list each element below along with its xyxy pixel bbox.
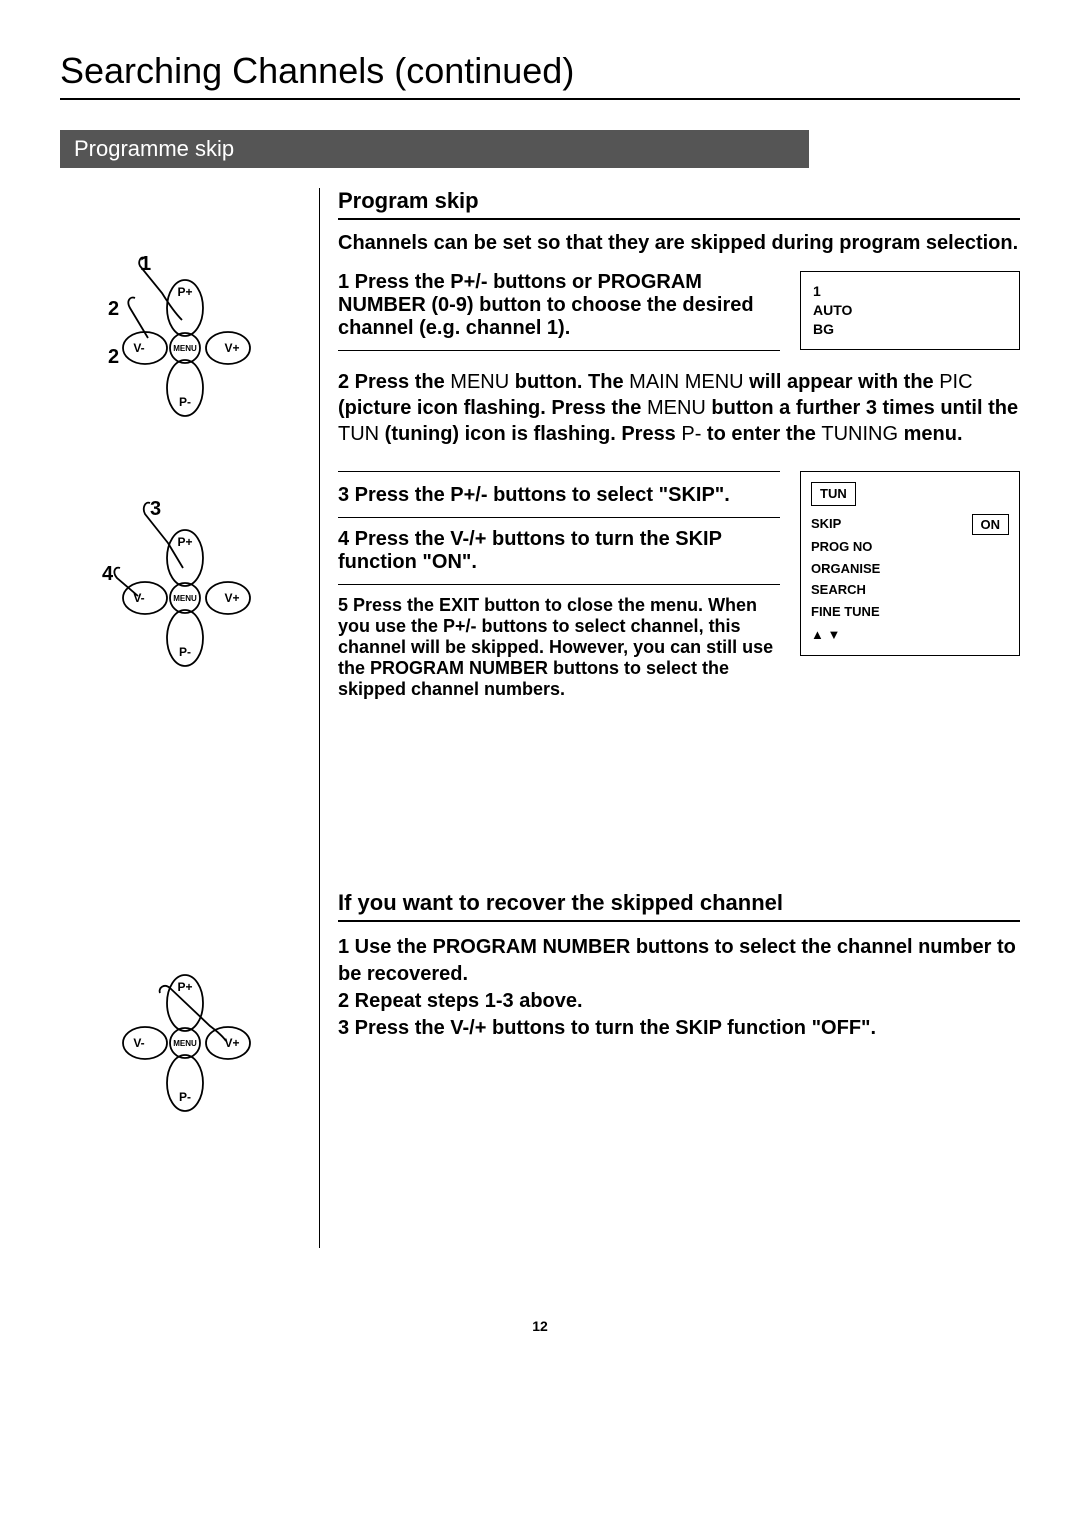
info-box-line2: AUTO xyxy=(813,301,1007,320)
svg-text:V-: V- xyxy=(133,1036,144,1050)
menu-arrows: ▲ ▼ xyxy=(811,625,1009,645)
page-number: 12 xyxy=(60,1318,1020,1334)
recover-step2: 2 Repeat steps 1-3 above. xyxy=(338,988,1020,1015)
menu-row-label: PROG NO xyxy=(811,537,962,557)
content-grid: P+ P- V- V+ MENU 1 2 2 xyxy=(60,188,1020,1248)
label-v-plus: V+ xyxy=(224,341,239,355)
page-container: Searching Channels (continued) Programme… xyxy=(0,0,1080,1374)
remote-diagram-3: P+ P- V- V+ MENU xyxy=(90,958,260,1118)
svg-text:P-: P- xyxy=(179,1090,191,1104)
step1-text: 1 Press the P+/- buttons or PROGRAM NUMB… xyxy=(338,271,780,351)
label-v-minus: V- xyxy=(133,341,144,355)
svg-text:P+: P+ xyxy=(177,980,192,994)
step-marker-1b: 2 xyxy=(108,298,119,321)
svg-text:V+: V+ xyxy=(224,591,239,605)
recover-step3: 3 Press the V-/+ buttons to turn the SKI… xyxy=(338,1015,1020,1042)
menu-row-value xyxy=(972,602,1010,622)
menu-row-value: ON xyxy=(972,514,1010,536)
remote-diagram-2: P+ P- V- V+ MENU 3 4 xyxy=(90,488,260,668)
menu-row-value xyxy=(972,537,1010,557)
menu-row-label: FINE TUNE xyxy=(811,602,962,622)
menu-grid: SKIP ON PROG NOORGANISESEARCHFINE TUNE xyxy=(811,514,1009,622)
svg-text:V-: V- xyxy=(133,591,144,605)
step3-5-left: 3 Press the P+/- buttons to select "SKIP… xyxy=(338,471,780,710)
left-column: P+ P- V- V+ MENU 1 2 2 xyxy=(60,188,320,1248)
step-marker-2b: 4 xyxy=(102,563,113,586)
section-bar: Programme skip xyxy=(60,130,809,168)
remote-svg-1: P+ P- V- V+ MENU xyxy=(90,238,260,418)
menu-row-value xyxy=(972,559,1010,579)
menu-tun-label: TUN xyxy=(811,482,856,506)
svg-text:V+: V+ xyxy=(224,1036,239,1050)
menu-row-label: SKIP xyxy=(811,514,962,536)
menu-box: TUN SKIP ON PROG NOORGANISESEARCHFINE TUNE… xyxy=(800,471,1020,656)
step2-text: 2 Press the MENU button. The MAIN MENU w… xyxy=(338,369,1020,447)
recover-steps: 1 Use the PROGRAM NUMBER buttons to sele… xyxy=(338,934,1020,1042)
label-p-plus: P+ xyxy=(177,285,192,299)
remote-svg-2: P+ P- V- V+ MENU xyxy=(90,488,260,668)
step5-text: 5 Press the EXIT button to close the men… xyxy=(338,595,780,700)
step3-text: 3 Press the P+/- buttons to select "SKIP… xyxy=(338,471,780,518)
svg-text:MENU: MENU xyxy=(173,1039,197,1048)
menu-row-value xyxy=(972,580,1010,600)
step1-row: 1 Press the P+/- buttons or PROGRAM NUMB… xyxy=(338,271,1020,361)
label-menu: MENU xyxy=(173,344,197,353)
remote-diagram-1: P+ P- V- V+ MENU 1 2 2 xyxy=(90,238,260,418)
recover-step1: 1 Use the PROGRAM NUMBER buttons to sele… xyxy=(338,934,1020,988)
step4-text: 4 Press the V-/+ buttons to turn the SKI… xyxy=(338,528,780,585)
svg-text:P-: P- xyxy=(179,645,191,659)
info-box-1: 1 AUTO BG xyxy=(800,271,1020,350)
menu-row-label: SEARCH xyxy=(811,580,962,600)
menu-row-label: ORGANISE xyxy=(811,559,962,579)
svg-text:MENU: MENU xyxy=(173,594,197,603)
program-skip-heading: Program skip xyxy=(338,188,1020,220)
info-box-line1: 1 xyxy=(813,282,1007,301)
step-marker-2a: 3 xyxy=(150,498,161,521)
program-skip-intro: Channels can be set so that they are ski… xyxy=(338,232,1020,255)
step-marker-1a: 1 xyxy=(140,253,151,276)
page-title: Searching Channels (continued) xyxy=(60,50,1020,100)
right-column: Program skip Channels can be set so that… xyxy=(330,188,1020,1248)
info-box-line3: BG xyxy=(813,320,1007,339)
remote-svg-3: P+ P- V- V+ MENU xyxy=(90,958,260,1118)
label-p-minus: P- xyxy=(179,395,191,409)
svg-text:P+: P+ xyxy=(177,535,192,549)
step-marker-1c: 2 xyxy=(108,346,119,369)
step3-5-row: 3 Press the P+/- buttons to select "SKIP… xyxy=(338,471,1020,710)
recover-heading: If you want to recover the skipped chann… xyxy=(338,890,1020,922)
